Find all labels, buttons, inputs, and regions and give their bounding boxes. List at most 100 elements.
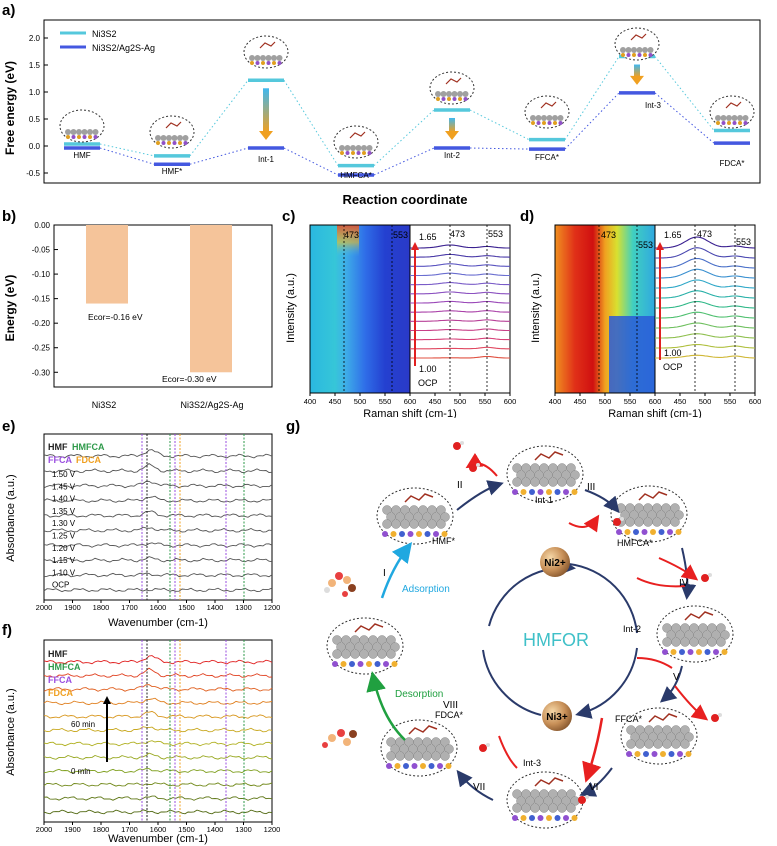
step-numeral-VII: VII xyxy=(473,782,485,793)
spectrum-line xyxy=(655,354,756,359)
a-state-label: HMFCA* xyxy=(340,171,372,180)
panel-f-xlabel: Wavenumber (cm-1) xyxy=(108,833,208,845)
panel-e-legend-ffca: FFCA xyxy=(48,455,72,465)
state-fdca: FDCA* xyxy=(435,710,463,720)
x-tick-label: 450 xyxy=(574,397,587,406)
ir-spectrum-line xyxy=(43,768,273,774)
step-numeral-III: III xyxy=(587,482,595,493)
a-connector xyxy=(189,79,249,157)
panel-b-frame xyxy=(53,224,273,388)
ir-spectrum-line xyxy=(43,526,273,533)
state-hmfca: HMFCA* xyxy=(617,538,653,548)
spectrum-line xyxy=(410,300,510,304)
oh-drop xyxy=(711,714,719,722)
ir-x-tick-label: 1700 xyxy=(121,603,138,612)
panel-c-chart: 473 553 473 553 1.65 1.00 OCP Intensity … xyxy=(285,224,516,418)
step-numeral-IV: IV xyxy=(679,578,689,589)
ni3-ball xyxy=(542,701,572,731)
panel-c-top-label: 1.65 xyxy=(419,232,437,242)
a-connector xyxy=(99,147,155,165)
panel-c-peak-473b: 473 xyxy=(450,229,465,239)
g-structure-bubble xyxy=(620,707,698,765)
panel-d-chart: 473 553 473 553 1.65 1.00 OCP Intensity … xyxy=(530,224,761,418)
spectrum-line xyxy=(410,355,510,359)
panel-c-bottom-label: 1.00 xyxy=(419,364,437,374)
panel-f-time-top: 60 min xyxy=(71,720,95,729)
panel-c-letter: c) xyxy=(282,208,296,225)
a-connector xyxy=(654,92,715,144)
panel-b-chart: 0.00 -0.05 -0.10 -0.15 -0.20 -0.25 -0.30 Energ… xyxy=(3,221,273,410)
ni3-label: Ni3+ xyxy=(546,712,568,723)
panel-e-frame xyxy=(43,433,273,601)
adsorption-arrow xyxy=(380,542,413,599)
potential-label: 1.30 V xyxy=(52,519,76,528)
x-tick-label: 550 xyxy=(624,397,637,406)
ir-spectrum-line xyxy=(43,449,273,459)
a-structure-bubble xyxy=(59,109,105,143)
spectrum-line xyxy=(410,263,510,267)
spectrum-line xyxy=(655,236,756,249)
panel-f-chart: HMF HMFCA FFCA FDCA 60 min 0 min Absorba… xyxy=(5,639,280,845)
panel-e-legend-hmfca: HMFCA xyxy=(72,442,105,452)
oh-drop xyxy=(701,574,709,582)
hmfor-label: HMFOR xyxy=(523,630,589,650)
a-connector xyxy=(469,109,530,141)
panel-e-ylabel: Absorbance (a.u.) xyxy=(5,474,17,561)
ir-spectrum-line xyxy=(43,782,273,787)
a-state-label: FDCA* xyxy=(720,159,745,168)
a-connector xyxy=(99,143,155,157)
panel-f-time-bottom: 0 min xyxy=(71,767,91,776)
ir-spectrum-line xyxy=(43,726,273,733)
panel-a-chart: 2.0 1.5 1.0 0.5 0.0 -0.5 HMF HMF* Int-1 HMFCA* In… xyxy=(3,19,761,207)
step-numeral-I: I xyxy=(383,568,386,579)
ir-x-tick-label: 1500 xyxy=(178,603,195,612)
x-tick-label: 500 xyxy=(699,397,712,406)
ir-x-tick-label: 1200 xyxy=(264,825,280,834)
oh-drop xyxy=(578,796,586,804)
ir-spectrum-line xyxy=(43,542,273,548)
ir-spectrum-line xyxy=(43,495,273,503)
flow-arrow-ii xyxy=(456,480,504,511)
g-structure-bubble xyxy=(380,719,458,777)
cycle-arrow-bottomleft xyxy=(482,649,542,716)
spectrum-line xyxy=(410,272,510,277)
b-ytick-label: -0.10 xyxy=(32,270,51,279)
g-structure-bubble xyxy=(326,617,404,675)
b-ytick-label: -0.25 xyxy=(32,344,51,353)
panel-d-peak-473b: 473 xyxy=(697,229,712,239)
panel-a-letter: a) xyxy=(2,2,16,19)
step-numeral-II: II xyxy=(457,480,463,491)
flow-arrow-vii xyxy=(456,769,494,801)
a-connector xyxy=(564,92,620,150)
x-tick-label: 550 xyxy=(379,397,392,406)
a-structure-bubble xyxy=(709,95,755,129)
desorption-arrow xyxy=(366,671,406,741)
spectrum-line xyxy=(410,319,510,322)
ir-x-tick-label: 1300 xyxy=(235,603,252,612)
a-ytick-label: 1.5 xyxy=(29,61,41,70)
b-ytick-label: -0.05 xyxy=(32,246,51,255)
ir-spectrum-line xyxy=(43,710,273,719)
panel-d-ylabel: Intensity (a.u.) xyxy=(530,273,542,343)
a-connector xyxy=(189,147,249,165)
ir-x-tick-label: 1900 xyxy=(64,603,81,612)
a-ytick-label: 0.0 xyxy=(29,142,41,151)
hmf-molecule xyxy=(324,572,356,597)
x-tick-label: 550 xyxy=(479,397,492,406)
flow-arrow-v xyxy=(659,665,683,703)
panel-b-ylabel: Energy (eV) xyxy=(3,275,17,342)
panel-c-heatmap xyxy=(310,225,410,393)
step-numeral-V: V xyxy=(673,672,680,683)
a-connector xyxy=(373,147,435,176)
panel-d-peak-553b: 553 xyxy=(736,237,751,247)
a-connector xyxy=(564,56,620,140)
panel-e-xlabel: Wavenumber (cm-1) xyxy=(108,617,208,629)
potential-label: 1.10 V xyxy=(52,568,76,577)
spectrum-line xyxy=(655,333,756,339)
ir-spectrum-line xyxy=(43,697,273,706)
panel-d-peak-473: 473 xyxy=(601,230,616,240)
a-transition-arrow xyxy=(263,88,269,132)
spectrum-line xyxy=(655,343,756,349)
a-ytick-label: 2.0 xyxy=(29,34,41,43)
ir-spectrum-line xyxy=(43,740,273,747)
